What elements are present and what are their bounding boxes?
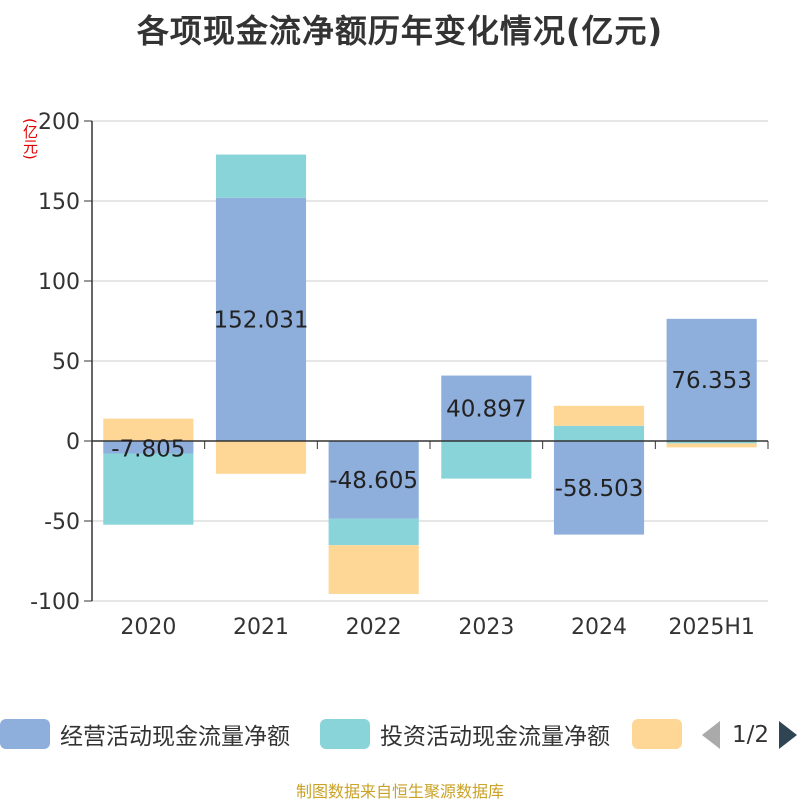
source-note: 制图数据来自恒生聚源数据库 <box>295 782 504 801</box>
y-tick-label: 50 <box>52 350 80 375</box>
chart-title: 各项现金流净额历年变化情况(亿元) <box>136 12 664 50</box>
bar-2024-series-0 <box>553 441 645 535</box>
bar-2025H1-series-2 <box>666 443 757 448</box>
bar-2024-series-1 <box>553 425 645 441</box>
legend-next-icon[interactable] <box>779 721 798 749</box>
bars <box>103 154 757 594</box>
x-tick-label: 2021 <box>233 615 289 640</box>
y-tick-label: 100 <box>38 270 80 295</box>
y-tick-label: 150 <box>38 190 80 215</box>
bar-2021-series-0 <box>215 197 307 441</box>
legend-item-investing[interactable]: 投资活动现金流量净额 <box>320 718 610 750</box>
data-label-2023: 40.897 <box>446 396 526 422</box>
data-label-2025H1: 76.353 <box>671 368 751 394</box>
x-tick-label: 2025H1 <box>668 615 755 640</box>
y-axis-unit-label: (亿元) <box>21 118 39 160</box>
bar-2025H1-series-1 <box>666 441 757 444</box>
bar-2022-series-1 <box>328 518 419 546</box>
x-tick-label: 2023 <box>458 615 514 640</box>
legend-swatch-third <box>632 719 682 749</box>
legend-label-investing: 投资活动现金流量净额 <box>380 724 610 750</box>
bar-2023-series-0 <box>441 375 532 441</box>
grid-lines <box>92 120 768 602</box>
bar-2024-series-2 <box>553 405 645 426</box>
bar-2021-series-1 <box>215 154 307 198</box>
legend-item-operating[interactable]: 经营活动现金流量净额 <box>0 718 290 750</box>
axes: 200 150 100 50 0 -50 -100 2020 2021 2022 2023 2024 2… <box>30 110 769 640</box>
legend-prev-icon[interactable] <box>702 721 720 749</box>
bar-2020-series-0 <box>103 441 194 454</box>
x-tick-label: 2022 <box>346 615 402 640</box>
data-labels: -7.805 152.031 -48.605 40.897 -58.503 76.353 <box>111 307 752 501</box>
y-tick-label: 200 <box>38 110 80 135</box>
x-tick-label: 2020 <box>120 615 176 640</box>
data-label-2021: 152.031 <box>213 307 308 333</box>
bar-2023-series-1 <box>441 441 532 479</box>
bar-2022-series-2 <box>328 545 419 594</box>
data-label-2024: -58.503 <box>555 476 644 502</box>
y-tick-label: -50 <box>44 510 80 535</box>
bar-2020-series-2 <box>103 418 194 441</box>
y-tick-label: 0 <box>66 430 80 455</box>
legend-label-operating: 经营活动现金流量净额 <box>60 724 290 750</box>
data-label-2022: -48.605 <box>329 468 418 494</box>
x-tick-label: 2024 <box>571 615 627 640</box>
legend-page-indicator: 1/2 <box>732 722 770 748</box>
y-tick-label: -100 <box>30 590 80 615</box>
bar-2020-series-1 <box>103 453 194 525</box>
bar-2021-series-2 <box>215 441 307 474</box>
legend-swatch-investing <box>320 719 370 749</box>
bar-2025H1-series-0 <box>666 318 757 441</box>
legend-pager: 1/2 <box>702 718 798 752</box>
data-label-2020: -7.805 <box>111 436 185 462</box>
bar-2022-series-0 <box>328 441 419 519</box>
legend-swatch-operating <box>0 719 50 749</box>
legend-item-third[interactable] <box>632 718 692 750</box>
